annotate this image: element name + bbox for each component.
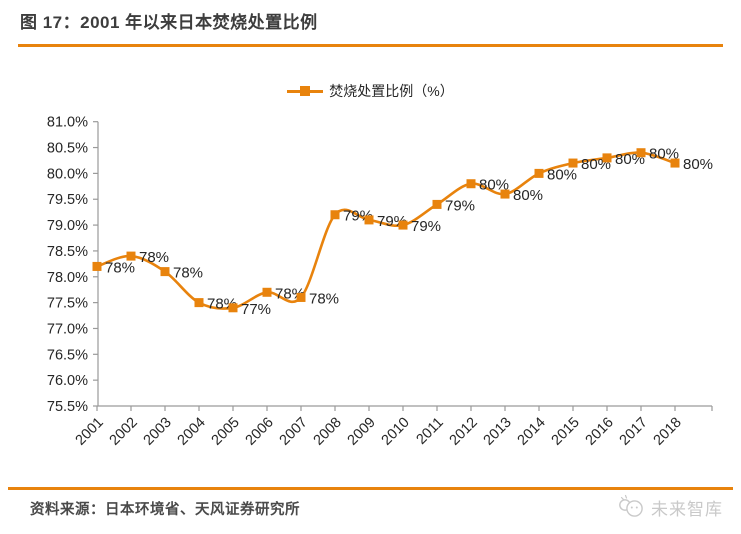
data-point-marker bbox=[398, 220, 408, 230]
data-point-label: 79% bbox=[445, 197, 475, 214]
x-axis-label: 2015 bbox=[549, 415, 583, 449]
data-point-marker bbox=[432, 199, 442, 209]
footer-rule bbox=[8, 487, 733, 490]
title-underline bbox=[18, 44, 723, 47]
data-point-label: 78% bbox=[309, 290, 339, 307]
data-point-label: 80% bbox=[547, 166, 577, 183]
data-point-marker bbox=[602, 153, 612, 163]
data-point-marker bbox=[568, 158, 578, 168]
x-axis-label: 2006 bbox=[243, 415, 277, 449]
y-axis-label: 77.0% bbox=[47, 321, 88, 337]
data-point-label: 80% bbox=[513, 187, 543, 204]
x-axis-label: 2013 bbox=[481, 415, 515, 449]
data-source-note: 资料来源：日本环境省、天风证券研究所 bbox=[30, 502, 300, 518]
data-point-marker bbox=[194, 298, 204, 308]
x-axis-label: 2003 bbox=[141, 415, 175, 449]
y-axis-label: 81.0% bbox=[47, 115, 88, 131]
x-axis-label: 2004 bbox=[175, 415, 209, 449]
x-axis-label: 2007 bbox=[277, 415, 311, 449]
data-point-marker bbox=[92, 261, 102, 271]
data-point-marker bbox=[228, 303, 238, 313]
brand-logo: 未来智库 bbox=[617, 494, 723, 520]
x-axis-label: 2011 bbox=[413, 415, 446, 448]
data-point-marker bbox=[534, 168, 544, 178]
y-axis-label: 79.5% bbox=[47, 192, 88, 208]
x-axis-label: 2005 bbox=[209, 415, 243, 449]
logo-bubbles-icon bbox=[619, 494, 643, 517]
legend-line-marker-icon bbox=[287, 86, 324, 96]
x-axis-label: 2001 bbox=[73, 415, 107, 449]
x-axis-label: 2016 bbox=[583, 415, 617, 449]
series-line bbox=[96, 151, 676, 310]
x-axis-label: 2009 bbox=[345, 415, 379, 449]
y-axis-label: 77.5% bbox=[47, 296, 88, 312]
data-point-label: 78% bbox=[173, 265, 203, 282]
x-axis-label: 2008 bbox=[311, 415, 345, 449]
data-point-marker bbox=[160, 267, 170, 277]
data-point-marker bbox=[636, 148, 646, 158]
data-point-marker bbox=[296, 292, 306, 302]
data-point-label: 77% bbox=[241, 301, 271, 318]
x-axis-label: 2010 bbox=[379, 415, 413, 449]
y-axis-label: 78.0% bbox=[47, 270, 88, 286]
data-point-label: 78% bbox=[105, 259, 135, 276]
y-axis-label: 80.0% bbox=[47, 166, 88, 182]
incineration-ratio-line-chart: 81.0% 80.5% 80.0% 79.5% 79.0% 78.5% 78.0% 77.5%… bbox=[47, 115, 713, 449]
y-axis-label: 79.0% bbox=[47, 218, 88, 234]
data-point-label: 80% bbox=[649, 146, 679, 163]
x-axis-label: 2012 bbox=[447, 415, 481, 449]
chart-legend: 焚烧处置比例（%） bbox=[0, 81, 741, 101]
data-point-label: 78% bbox=[139, 249, 169, 266]
legend-series-label: 焚烧处置比例（%） bbox=[329, 83, 454, 99]
logo-text: 未来智库 bbox=[651, 499, 723, 519]
data-point-marker bbox=[500, 189, 510, 199]
data-point-label: 79% bbox=[411, 218, 441, 235]
y-axis-label: 75.5% bbox=[47, 399, 88, 415]
x-axis-label: 2014 bbox=[515, 415, 549, 449]
data-point-marker bbox=[670, 158, 680, 168]
y-axis-label: 76.5% bbox=[47, 347, 88, 363]
x-axis-label: 2018 bbox=[651, 415, 685, 449]
x-axis-label: 2002 bbox=[107, 415, 141, 449]
x-axis-label: 2017 bbox=[617, 415, 651, 449]
data-point-marker bbox=[126, 251, 136, 261]
data-point-marker bbox=[262, 287, 272, 297]
y-axis-label: 78.5% bbox=[47, 244, 88, 260]
data-point-marker bbox=[330, 210, 340, 220]
data-point-marker bbox=[364, 215, 374, 225]
y-axis-label: 80.5% bbox=[47, 141, 88, 157]
y-axis-label: 76.0% bbox=[47, 373, 88, 389]
data-point-label: 80% bbox=[683, 156, 713, 173]
data-point-marker bbox=[466, 179, 476, 189]
data-point-label: 80% bbox=[479, 177, 509, 194]
figure-title: 图 17：2001 年以来日本焚烧处置比例 bbox=[20, 13, 318, 32]
